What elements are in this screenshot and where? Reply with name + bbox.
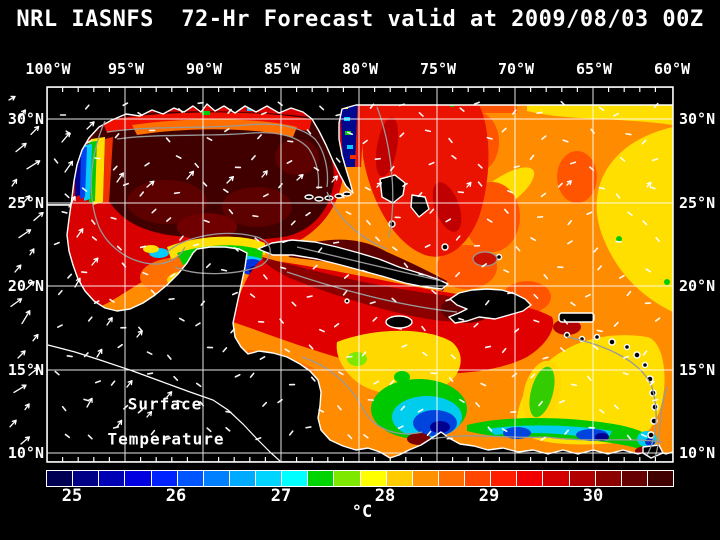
lat-label-right-1: 25°N: [679, 194, 716, 212]
colorbar-cell-11: [333, 471, 360, 486]
map-label-temperature: Temperature: [107, 429, 225, 449]
colorbar-tick-29: 29: [478, 486, 500, 506]
lat-label-right-3: 15°N: [679, 361, 716, 379]
cayman-land: [344, 298, 350, 304]
lon-label-2: 90°W: [185, 60, 223, 78]
lat-label-right-4: 10°N: [679, 444, 716, 462]
colorbar-cell-19: [542, 471, 569, 486]
minor-ticks: [62, 87, 657, 462]
colorbar-cell-10: [307, 471, 334, 486]
colorbar-cell-1: [72, 471, 99, 486]
hispaniola-land: [448, 288, 532, 324]
colorbar-cell-15: [437, 471, 464, 486]
lon-label-3: 85°W: [263, 60, 301, 78]
wind-arrows-margin: [8, 95, 44, 445]
caicos-bank: [472, 251, 498, 267]
jamaica-land: [385, 315, 413, 329]
wind-arrows-land: [61, 121, 652, 428]
lat-label-right-0: 30°N: [679, 110, 716, 128]
map-field: [47, 87, 673, 462]
colorbar: [46, 470, 674, 487]
colorbar-cell-18: [516, 471, 543, 486]
map-label-surface: Surface: [127, 394, 203, 414]
colorbar-cell-2: [98, 471, 125, 486]
map-gridlines: [47, 87, 673, 462]
lon-label-8: 60°W: [653, 60, 691, 78]
texas-upwelling-strip: [75, 137, 113, 205]
colorbar-cell-8: [255, 471, 282, 486]
colorbar-cell-17: [490, 471, 517, 486]
colorbar-cell-23: [646, 471, 673, 486]
colorbar-unit: °C: [351, 502, 373, 522]
colorbar-cell-6: [202, 471, 229, 486]
trinidad-land: [642, 444, 664, 459]
colorbar-cell-20: [568, 471, 595, 486]
lat-label-left-2: 20°N: [7, 277, 44, 295]
puerto-rico-land: [558, 312, 595, 323]
lesser-antilles-land: [563, 331, 659, 439]
wind-vector-dots: [53, 100, 661, 441]
colorbar-cell-14: [411, 471, 438, 486]
lat-label-left-1: 25°N: [7, 194, 44, 212]
colorbar-cell-4: [150, 471, 177, 486]
colorbar-cell-7: [228, 471, 255, 486]
colorbar-cell-3: [124, 471, 151, 486]
map-frame: [46, 86, 674, 463]
colorbar-tick-28: 28: [374, 486, 396, 506]
lon-label-4: 80°W: [341, 60, 379, 78]
colorbar-cell-13: [385, 471, 412, 486]
colorbar-cell-0: [47, 471, 73, 486]
colorbar-cell-21: [594, 471, 621, 486]
page-title: NRL IASNFS 72-Hr Forecast valid at 2009/…: [16, 7, 704, 32]
lon-label-7: 65°W: [575, 60, 613, 78]
lat-label-left-4: 10°N: [7, 444, 44, 462]
colorbar-tick-26: 26: [165, 486, 187, 506]
lat-label-left-0: 30°N: [7, 110, 44, 128]
lon-label-6: 70°W: [497, 60, 535, 78]
lat-label-right-2: 20°N: [679, 277, 716, 295]
lat-label-left-3: 15°N: [7, 361, 44, 379]
north-america-land: [47, 87, 673, 206]
pacific-coastline: [47, 344, 281, 462]
colorbar-cell-9: [281, 471, 308, 486]
colorbar-cell-5: [176, 471, 203, 486]
colorbar-tick-27: 27: [270, 486, 292, 506]
cuba-land: [257, 239, 449, 290]
colorbar-tick-30: 30: [582, 486, 604, 506]
colorbar-cell-16: [464, 471, 491, 486]
colorbar-cell-12: [359, 471, 386, 486]
bathymetry-contours: [90, 106, 668, 458]
colorbar-tick-25: 25: [61, 486, 83, 506]
lon-label-1: 95°W: [107, 60, 145, 78]
lon-label-5: 75°W: [419, 60, 457, 78]
lon-label-0: 100°W: [25, 60, 71, 78]
colorbar-cell-22: [620, 471, 647, 486]
